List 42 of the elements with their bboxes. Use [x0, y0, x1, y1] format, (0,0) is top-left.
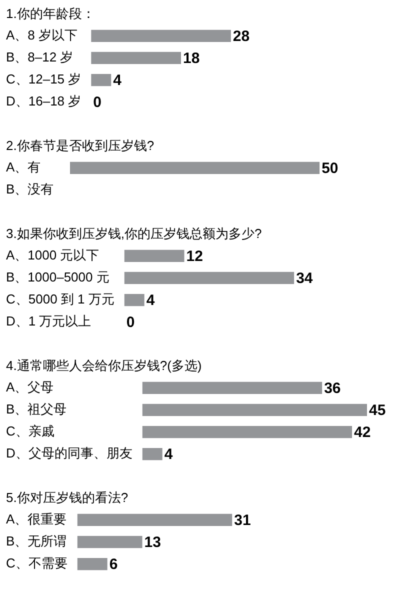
data-label: 36 — [324, 380, 341, 397]
data-label: 28 — [232, 28, 250, 45]
y-tick-label: A、父母 — [6, 379, 54, 394]
y-tick-label: A、8 岁以下 — [6, 27, 78, 42]
y-tick-label: A、很重要 — [6, 511, 67, 526]
data-label: 42 — [354, 424, 371, 441]
chart-title: 5.你对压岁钱的看法? — [6, 490, 128, 505]
data-label: 50 — [322, 160, 338, 177]
data-label: 31 — [234, 512, 251, 529]
y-tick-label: C、5000 到 1 万元 — [6, 291, 114, 306]
y-tick-label: B、祖父母 — [6, 401, 67, 416]
y-tick-label: D、16–18 岁 — [6, 93, 82, 108]
bar — [142, 448, 162, 460]
y-tick-label: C、不需要 — [6, 555, 68, 570]
y-tick-label: B、无所谓 — [6, 533, 67, 548]
data-label: 13 — [144, 534, 161, 551]
y-tick-label: D、父母的同事、朋友 — [6, 445, 132, 460]
data-label: 12 — [186, 248, 203, 265]
y-tick-label: B、8–12 岁 — [6, 49, 74, 64]
y-tick-label: D、1 万元以上 — [6, 313, 92, 328]
chart-title: 4.通常哪些人会给你压岁钱?(多选) — [6, 358, 202, 373]
data-label: 18 — [183, 50, 200, 67]
chart-title: 1.你的年龄段： — [6, 6, 95, 21]
y-tick-label: A、有 — [6, 159, 41, 174]
bar — [142, 404, 367, 416]
data-label: 45 — [369, 402, 386, 419]
data-label: 4 — [113, 72, 122, 89]
y-tick-label: A、1000 元以下 — [6, 247, 100, 262]
data-label: 0 — [93, 94, 102, 112]
chart-title: 2.你春节是否收到压岁钱? — [6, 138, 154, 153]
data-label: 4 — [164, 446, 174, 464]
bar — [142, 382, 322, 394]
data-label: 6 — [109, 556, 118, 574]
bar — [142, 426, 352, 438]
y-tick-label: C、12–15 岁 — [6, 71, 82, 86]
data-label: 0 — [126, 314, 135, 332]
y-tick-label: B、1000–5000 元 — [6, 269, 110, 284]
chart-title: 3.如果你收到压岁钱,你的压岁钱总额为多少? — [6, 226, 262, 241]
data-label: 4 — [146, 292, 156, 309]
y-tick-label: C、亲戚 — [6, 423, 54, 438]
data-label: 34 — [296, 270, 314, 287]
y-tick-label: B、没有 — [6, 181, 54, 196]
